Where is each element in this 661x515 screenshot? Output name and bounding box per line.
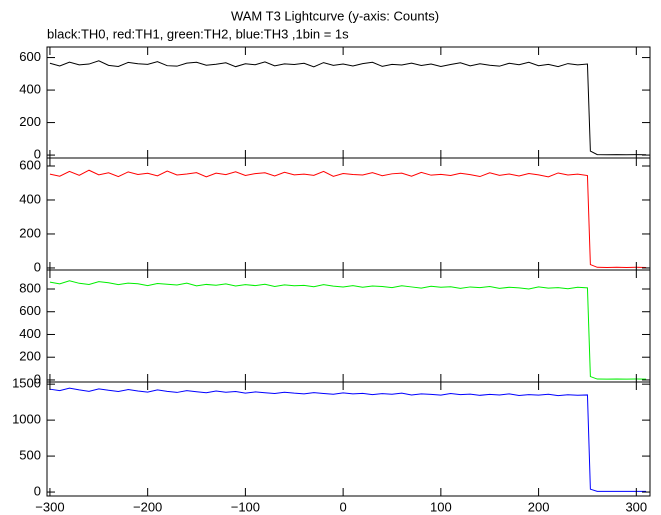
y-tick-label: 800 [19, 280, 41, 295]
y-tick-label: 1500 [12, 376, 41, 391]
y-tick-label: 500 [19, 448, 41, 463]
panel-frame [46, 381, 651, 497]
data-line [49, 60, 647, 156]
x-tick-label: −200 [133, 499, 162, 514]
y-tick-label: 400 [19, 326, 41, 341]
y-tick-label: 400 [19, 82, 41, 97]
y-tick-label: 600 [19, 157, 41, 172]
x-tick-label: 200 [528, 499, 550, 514]
y-tick-label: 0 [34, 147, 41, 162]
y-tick-label: 400 [19, 191, 41, 206]
y-tick-label: 0 [34, 483, 41, 498]
y-tick-label: 200 [19, 225, 41, 240]
x-tick-label: 0 [340, 499, 347, 514]
y-tick-label: 200 [19, 114, 41, 129]
data-line [49, 280, 647, 380]
y-tick-label: 600 [19, 303, 41, 318]
y-tick-label: 0 [34, 259, 41, 274]
panel-frame [46, 269, 651, 383]
y-tick-label: 200 [19, 349, 41, 364]
x-tick-label: 100 [430, 499, 452, 514]
chart-title: WAM T3 Lightcurve (y-axis: Counts) [231, 8, 439, 23]
data-line [49, 169, 647, 268]
y-tick-label: 1000 [12, 412, 41, 427]
y-tick-label: 600 [19, 49, 41, 64]
chart-subtitle: black:TH0, red:TH1, green:TH2, blue:TH3 … [47, 26, 349, 41]
x-tick-label: 300 [625, 499, 647, 514]
x-tick-label: −100 [231, 499, 260, 514]
y-tick-label: 0 [34, 371, 41, 386]
x-tick-label: −300 [35, 499, 64, 514]
data-line [49, 387, 647, 492]
